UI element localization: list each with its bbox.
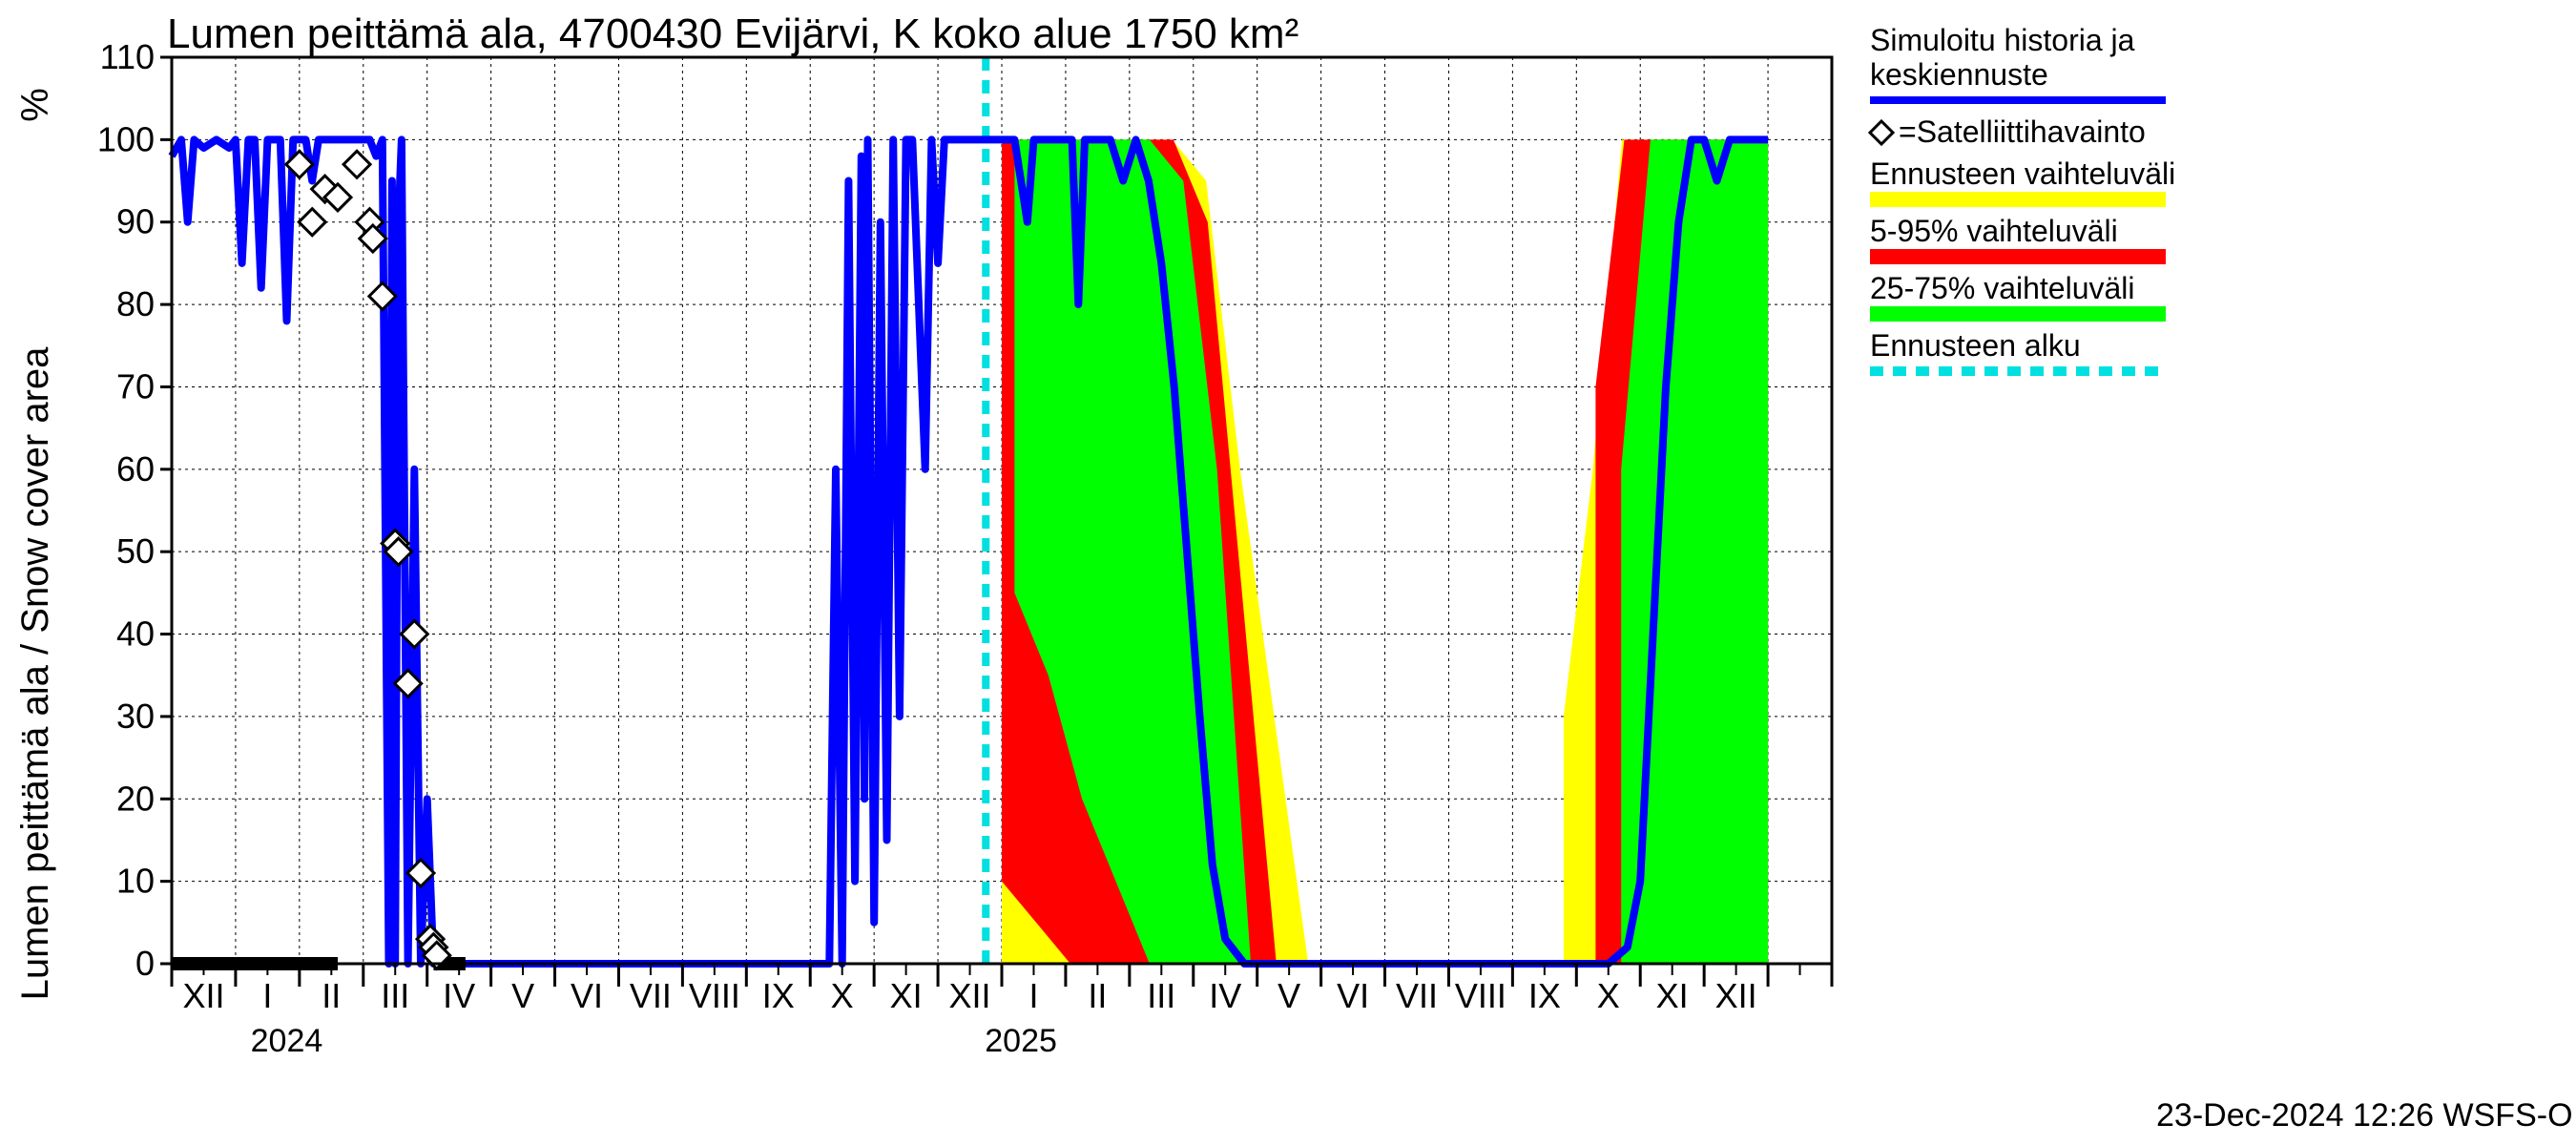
x-tick-label: VI [571,976,603,1015]
x-tick-label: III [381,976,409,1015]
y-tick-label: 90 [116,202,155,241]
y-tick-label: 70 [116,366,155,406]
legend-label: 5-95% vaihteluväli [1870,214,2118,248]
x-tick-label: V [1278,976,1300,1015]
x-tick-label: X [831,976,854,1015]
y-tick-label: 100 [97,119,155,158]
x-tick-label: IX [762,976,795,1015]
y-tick-label: 80 [116,284,155,323]
legend-label: Ennusteen alku [1870,328,2081,363]
y-axis-label: Lumen peittämä ala / Snow cover area [14,346,56,1001]
y-tick-label: 40 [116,614,155,654]
y-tick-label: 10 [116,862,155,901]
y-tick-label: 20 [116,779,155,818]
y-tick-label: 50 [116,531,155,571]
x-tick-label: II [322,976,341,1015]
x-tick-label: IV [1209,976,1241,1015]
legend-label: Simuloitu historia ja [1870,23,2135,57]
x-tick-label: VIII [1455,976,1506,1015]
chart-title: Lumen peittämä ala, 4700430 Evijärvi, K … [167,10,1298,57]
legend-label: =Satelliittihavainto [1899,114,2146,149]
x-tick-label: I [262,976,272,1015]
x-tick-label: II [1088,976,1107,1015]
x-tick-label: VII [630,976,672,1015]
x-tick-label: XII [1715,976,1757,1015]
x-tick-label: V [511,976,534,1015]
y-tick-label: 0 [135,944,155,983]
y-axis-unit: % [14,88,56,122]
x-year-label: 2025 [985,1023,1057,1059]
x-tick-label: III [1147,976,1175,1015]
legend-marker-icon [1870,121,1893,144]
x-tick-label: XII [949,976,991,1015]
x-tick-label: IX [1528,976,1561,1015]
x-year-label: 2024 [251,1023,323,1059]
y-tick-label: 110 [100,37,155,76]
y-tick-label: 30 [116,697,155,736]
legend-label: 25-75% vaihteluväli [1870,271,2135,305]
legend-label: keskiennuste [1870,57,2048,92]
x-tick-label: VII [1396,976,1438,1015]
x-tick-label: XI [1656,976,1689,1015]
x-tick-label: IV [443,976,475,1015]
footer-timestamp: 23-Dec-2024 12:26 WSFS-O [2156,1097,2573,1134]
legend-label: Ennusteen vaihteluväli [1870,156,2175,191]
x-tick-label: XII [182,976,224,1015]
x-tick-label: XI [890,976,923,1015]
x-tick-label: X [1597,976,1620,1015]
x-tick-label: VI [1337,976,1369,1015]
x-tick-label: I [1028,976,1038,1015]
x-tick-label: VIII [689,976,740,1015]
y-tick-label: 60 [116,449,155,489]
